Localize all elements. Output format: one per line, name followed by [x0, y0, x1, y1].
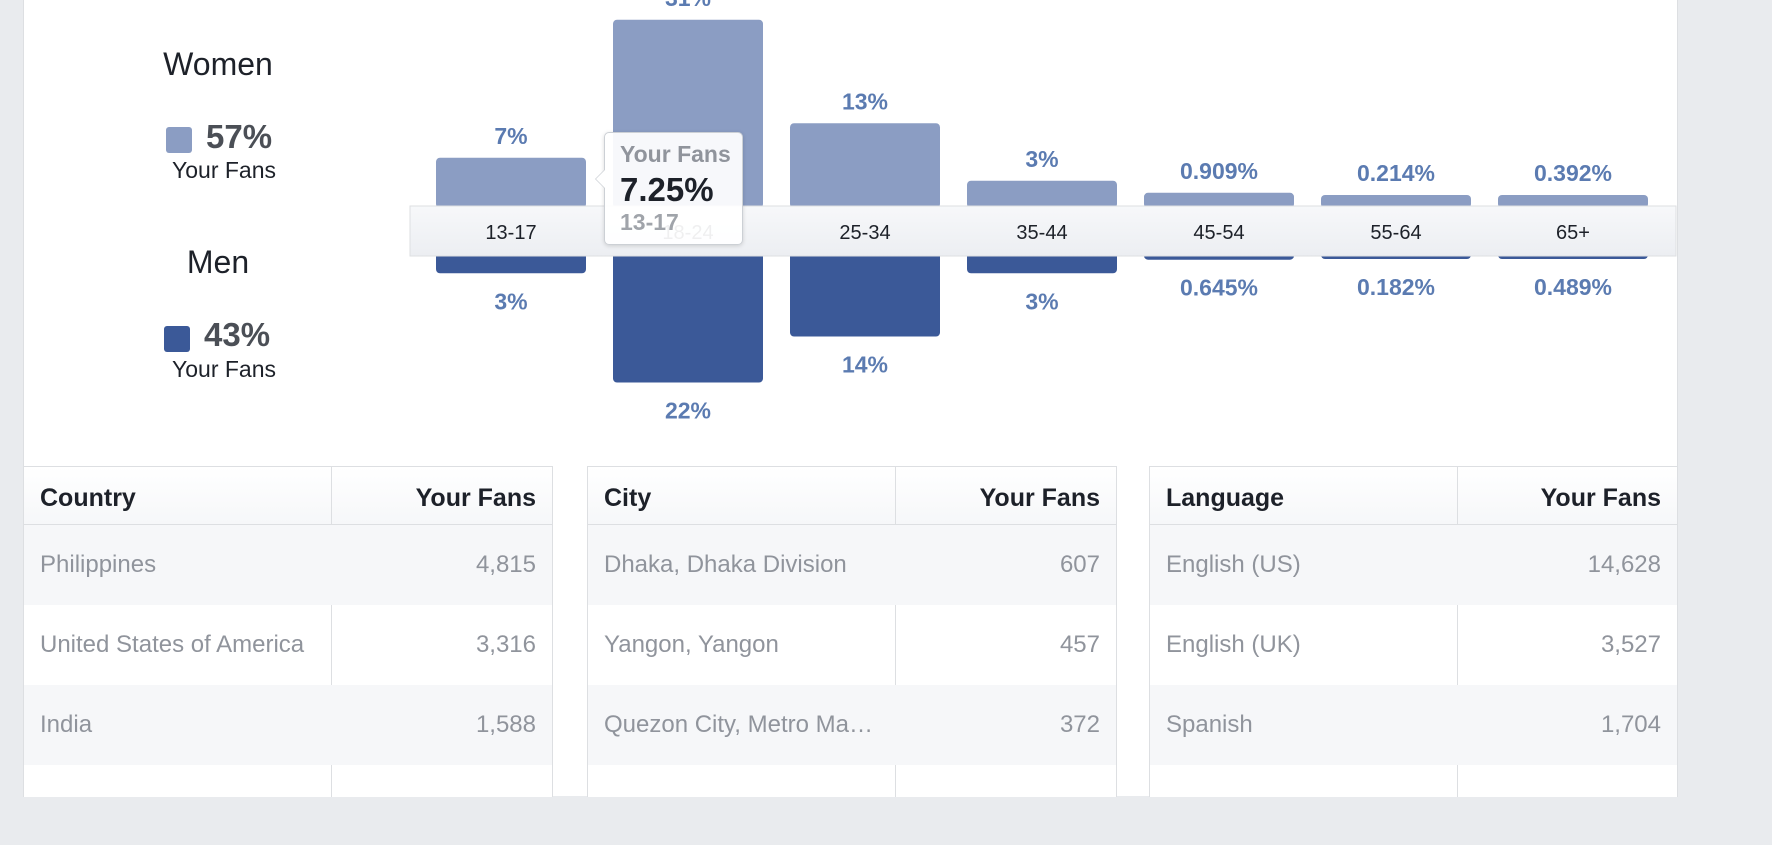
- men-legend-title: Men: [186, 244, 250, 280]
- language-column-header[interactable]: Language: [1166, 484, 1285, 512]
- women-legend-title: Women: [163, 46, 273, 82]
- city-name: Dhaka, Dhaka Division: [604, 551, 847, 578]
- table-row: [24, 765, 552, 845]
- language-fans: 1,704: [1600, 711, 1661, 738]
- language-table: Language Your Fans English (US) 14,628 E…: [1149, 466, 1678, 797]
- table-row: Spanish 1,704: [1150, 685, 1677, 765]
- chart-tooltip: Your Fans 7.25% 13-17: [595, 132, 743, 245]
- country-fans: 3,316: [475, 631, 536, 658]
- table-row: Quezon City, Metro Ma… 372: [588, 685, 1116, 765]
- women-value-label: 0.392%: [1534, 160, 1612, 186]
- tooltip-age: 13-17: [620, 209, 679, 235]
- country-name: Philippines: [40, 551, 157, 578]
- city-fans: 607: [1059, 551, 1100, 578]
- city-fans: 457: [1059, 631, 1100, 658]
- table-row: [1150, 765, 1677, 845]
- country-name: India: [40, 711, 93, 738]
- age-label: 35-44: [1016, 222, 1067, 244]
- age-label: 45-54: [1193, 222, 1244, 244]
- city-column-header[interactable]: City: [604, 484, 652, 512]
- men-percent: 43%: [204, 316, 271, 353]
- women-bar: [1321, 195, 1471, 208]
- country-fans-column-header[interactable]: Your Fans: [415, 484, 536, 512]
- city-fans: 372: [1059, 711, 1100, 738]
- table-row: English (UK) 3,527: [1150, 605, 1677, 685]
- men-value-label: 0.182%: [1357, 274, 1435, 300]
- women-bar: [1498, 195, 1648, 208]
- women-bar: [1144, 192, 1294, 208]
- men-value-label: 3%: [494, 288, 527, 314]
- page-background: [1677, 0, 1772, 796]
- men-swatch: [164, 326, 190, 352]
- language-name: English (US): [1166, 551, 1301, 578]
- age-label: 13-17: [485, 222, 536, 244]
- country-column-header[interactable]: Country: [40, 484, 136, 512]
- table-row: India 1,588: [24, 685, 552, 765]
- women-value-label: 31%: [665, 0, 711, 11]
- language-fans: 3,527: [1600, 631, 1661, 658]
- men-value-label: 22%: [665, 398, 711, 424]
- country-fans: 1,588: [475, 711, 536, 738]
- language-table-header: Language Your Fans: [1150, 467, 1677, 525]
- men-bar: [790, 250, 940, 337]
- women-bar: [967, 180, 1117, 208]
- city-name: Yangon, Yangon: [604, 631, 779, 658]
- men-value-label: 0.489%: [1534, 274, 1612, 300]
- table-row: Yangon, Yangon 457: [588, 605, 1116, 685]
- table-row: Dhaka, Dhaka Division 607: [588, 525, 1116, 605]
- women-percent: 57%: [206, 118, 273, 155]
- women-value-label: 0.214%: [1357, 160, 1435, 186]
- women-bar: [790, 123, 940, 208]
- country-table: Country Your Fans Philippines 4,815 Unit…: [23, 466, 553, 797]
- tooltip-title: Your Fans: [620, 141, 731, 167]
- country-table-header: Country Your Fans: [24, 467, 552, 525]
- city-name: Quezon City, Metro Ma…: [604, 711, 873, 738]
- women-value-label: 13%: [842, 88, 888, 114]
- men-your-fans-label: Your Fans: [172, 356, 276, 382]
- men-bar: [613, 250, 763, 383]
- table-row: United States of America 3,316: [24, 605, 552, 685]
- language-name: English (UK): [1166, 631, 1301, 658]
- men-bars: [436, 250, 1648, 383]
- value-labels: 7% 3% 31% 22% 13% 14% 3% 3% 0.909% 0.645% 0.214% 0.…: [494, 0, 1612, 424]
- language-name: Spanish: [1166, 711, 1253, 738]
- city-fans-column-header[interactable]: Your Fans: [979, 484, 1100, 512]
- women-bar: [436, 157, 586, 208]
- age-label: 55-64: [1370, 222, 1421, 244]
- age-label: 65+: [1556, 222, 1590, 244]
- city-table: City Your Fans Dhaka, Dhaka Division 607…: [587, 466, 1117, 797]
- city-table-header: City Your Fans: [588, 467, 1116, 525]
- women-value-label: 0.909%: [1180, 158, 1258, 184]
- women-value-label: 7%: [494, 123, 527, 149]
- country-name: United States of America: [40, 631, 305, 658]
- women-swatch: [166, 127, 192, 153]
- women-value-label: 3%: [1025, 146, 1058, 172]
- table-row: English (US) 14,628: [1150, 525, 1677, 605]
- language-fans: 14,628: [1587, 551, 1661, 578]
- age-label: 25-34: [839, 222, 890, 244]
- men-value-label: 3%: [1025, 288, 1058, 314]
- tooltip-value: 7.25%: [620, 171, 714, 208]
- country-fans: 4,815: [475, 551, 536, 578]
- men-value-label: 14%: [842, 352, 888, 378]
- men-value-label: 0.645%: [1180, 275, 1258, 301]
- table-row: Philippines 4,815: [24, 525, 552, 605]
- women-your-fans-label: Your Fans: [172, 157, 276, 183]
- language-fans-column-header[interactable]: Your Fans: [1540, 484, 1661, 512]
- table-row: [588, 765, 1116, 845]
